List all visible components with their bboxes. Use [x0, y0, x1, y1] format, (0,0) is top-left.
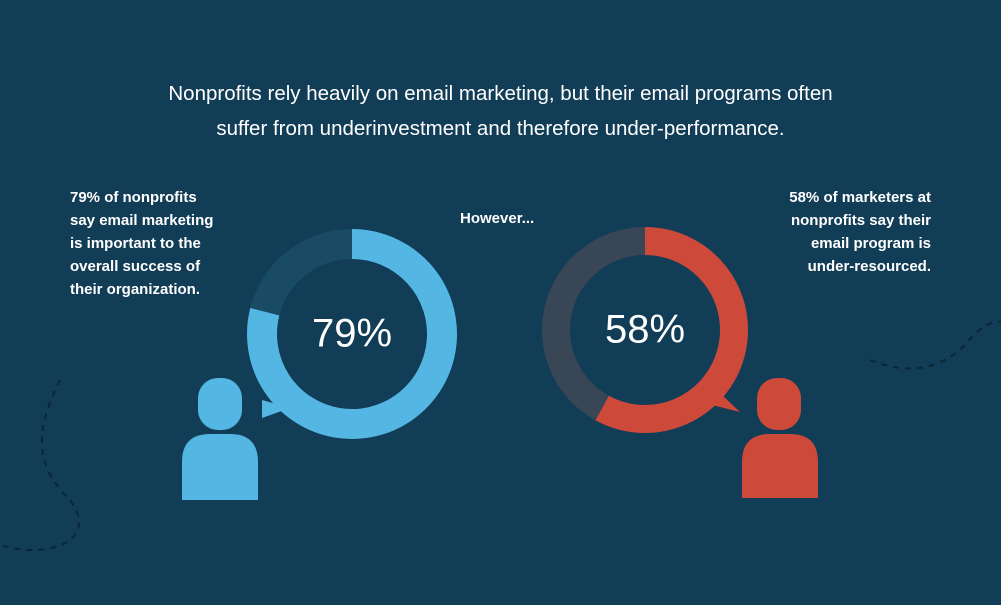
text-line: 79% of nonprofits [70, 189, 197, 206]
text-line: nonprofits say their [790, 212, 931, 229]
person-icon [742, 378, 818, 498]
center-label: 79% [312, 312, 392, 356]
text-line: say email marketing [70, 212, 214, 229]
donut-segment [250, 229, 353, 316]
caption: 58% of marketers at nonprofits say their e… [789, 186, 931, 278]
person-icon [182, 378, 258, 500]
text-line: is important to the [70, 235, 201, 252]
caption: 79% of nonprofits say email marketing is i… [70, 186, 213, 301]
donut-segment [595, 227, 748, 433]
text-line: suffer from underinvestment and therefor… [216, 117, 785, 140]
decoration [869, 320, 1001, 370]
text-line: email program is [810, 235, 931, 252]
text-line: 58% of marketers at [789, 189, 931, 206]
title: Nonprofits rely heavily on email marketi… [0, 76, 1001, 146]
donut-segment [542, 227, 646, 421]
donut-segment [247, 229, 457, 439]
center-label: 58% [605, 308, 685, 352]
text-line: under-resourced. [807, 258, 931, 275]
note: However... [460, 210, 535, 227]
bubble-tail [262, 400, 290, 418]
text-line: their organization. [70, 281, 201, 298]
text-line: Nonprofits rely heavily on email marketi… [168, 82, 833, 105]
decoration [0, 379, 80, 551]
text-line: overall success of [70, 258, 201, 275]
